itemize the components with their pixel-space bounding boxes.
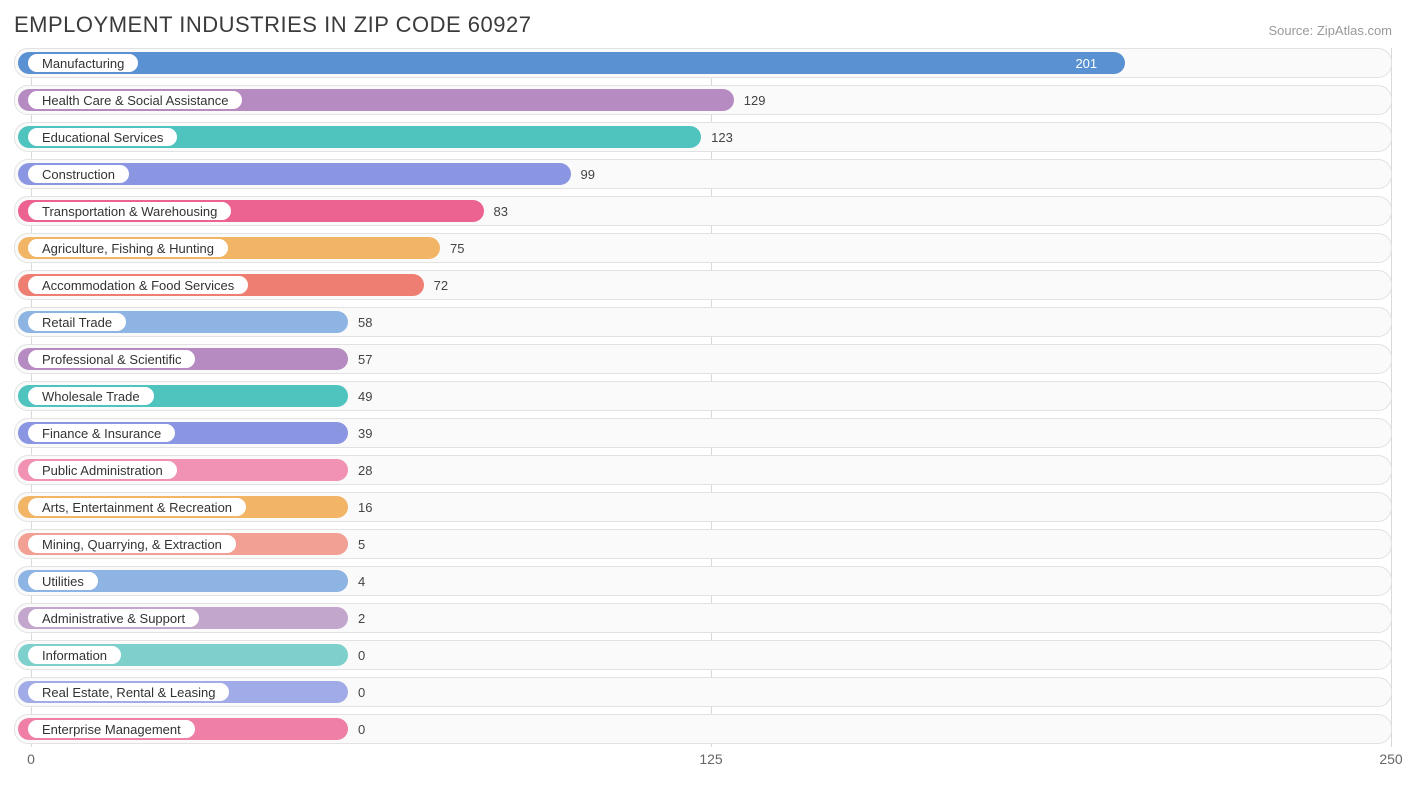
bar-value: 4 [358, 567, 365, 595]
bar-label-pill: Retail Trade [27, 312, 127, 332]
bar-value: 0 [358, 715, 365, 743]
bar-label-pill: Administrative & Support [27, 608, 200, 628]
chart-rows: Manufacturing 201 Health Care & Social Ass… [14, 48, 1392, 744]
bar-label-pill: Real Estate, Rental & Leasing [27, 682, 230, 702]
bar-row: Public Administration 28 [14, 455, 1392, 485]
bar-value: 57 [358, 345, 372, 373]
bar-value: 123 [711, 123, 733, 151]
chart-header: EMPLOYMENT INDUSTRIES IN ZIP CODE 60927 … [14, 12, 1392, 38]
bar-value: 0 [358, 641, 365, 669]
bar-value: 83 [494, 197, 508, 225]
x-tick: 250 [1379, 751, 1402, 767]
bar-value: 2 [358, 604, 365, 632]
chart-title: EMPLOYMENT INDUSTRIES IN ZIP CODE 60927 [14, 12, 532, 38]
bar-fill [18, 52, 1125, 74]
bar-value: 58 [358, 308, 372, 336]
bar-row: Finance & Insurance 39 [14, 418, 1392, 448]
bar-label-pill: Public Administration [27, 460, 178, 480]
bar-row: Agriculture, Fishing & Hunting 75 [14, 233, 1392, 263]
bar-label-pill: Wholesale Trade [27, 386, 155, 406]
bar-row: Professional & Scientific 57 [14, 344, 1392, 374]
bar-label-pill: Information [27, 645, 122, 665]
bar-value: 39 [358, 419, 372, 447]
bar-value: 0 [358, 678, 365, 706]
bar-value: 16 [358, 493, 372, 521]
bar-row: Utilities 4 [14, 566, 1392, 596]
x-axis: 0125250 [14, 751, 1392, 775]
bar-label-pill: Transportation & Warehousing [27, 201, 232, 221]
bar-label-pill: Finance & Insurance [27, 423, 176, 443]
bar-value: 5 [358, 530, 365, 558]
bar-label-pill: Mining, Quarrying, & Extraction [27, 534, 237, 554]
bar-row: Educational Services 123 [14, 122, 1392, 152]
bar-row: Construction 99 [14, 159, 1392, 189]
bar-value: 72 [434, 271, 448, 299]
x-tick: 125 [699, 751, 722, 767]
bar-row: Manufacturing 201 [14, 48, 1392, 78]
bar-row: Accommodation & Food Services 72 [14, 270, 1392, 300]
bar-row: Enterprise Management 0 [14, 714, 1392, 744]
bar-row: Wholesale Trade 49 [14, 381, 1392, 411]
x-tick: 0 [27, 751, 35, 767]
bar-label-pill: Educational Services [27, 127, 178, 147]
bar-value: 49 [358, 382, 372, 410]
bar-value: 75 [450, 234, 464, 262]
bar-label-pill: Construction [27, 164, 130, 184]
bar-row: Health Care & Social Assistance 129 [14, 85, 1392, 115]
bar-chart: Manufacturing 201 Health Care & Social Ass… [14, 48, 1392, 775]
bar-value: 28 [358, 456, 372, 484]
bar-row: Information 0 [14, 640, 1392, 670]
bar-label-pill: Professional & Scientific [27, 349, 196, 369]
bar-row: Real Estate, Rental & Leasing 0 [14, 677, 1392, 707]
bar-row: Administrative & Support 2 [14, 603, 1392, 633]
bar-label-pill: Agriculture, Fishing & Hunting [27, 238, 229, 258]
bar-row: Retail Trade 58 [14, 307, 1392, 337]
bar-label-pill: Arts, Entertainment & Recreation [27, 497, 247, 517]
bar-value: 129 [744, 86, 766, 114]
bar-label-pill: Accommodation & Food Services [27, 275, 249, 295]
bar-label-pill: Health Care & Social Assistance [27, 90, 243, 110]
bar-label-pill: Utilities [27, 571, 99, 591]
bar-value: 99 [581, 160, 595, 188]
bar-label-pill: Enterprise Management [27, 719, 196, 739]
bar-row: Arts, Entertainment & Recreation 16 [14, 492, 1392, 522]
bar-value: 201 [1075, 49, 1097, 77]
bar-label-pill: Manufacturing [27, 53, 139, 73]
chart-source: Source: ZipAtlas.com [1268, 23, 1392, 38]
bar-row: Transportation & Warehousing 83 [14, 196, 1392, 226]
bar-row: Mining, Quarrying, & Extraction 5 [14, 529, 1392, 559]
